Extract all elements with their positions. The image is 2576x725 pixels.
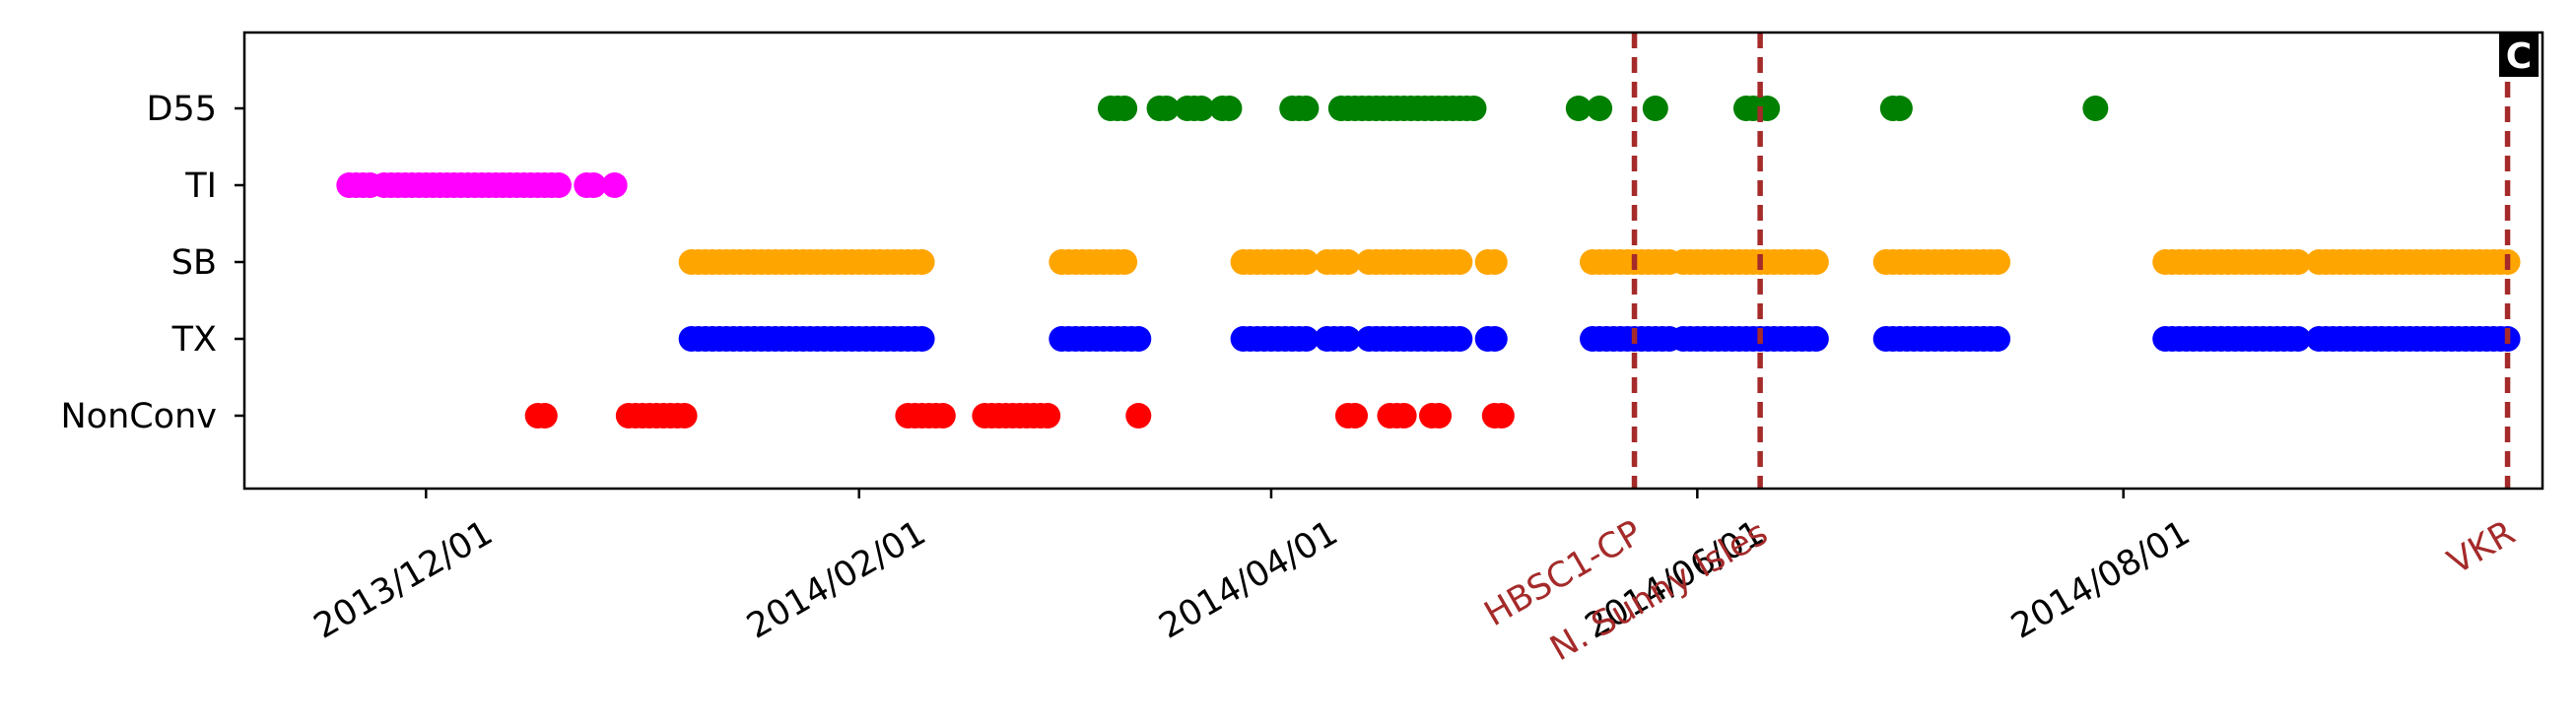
data-point-tx-107 [1802, 326, 1829, 352]
x-tick-label-0: 2013/12/01 [307, 513, 500, 647]
data-point-d55-9 [1216, 96, 1243, 121]
data-point-d55-42 [2082, 96, 2109, 121]
data-point-d55-2 [1112, 96, 1138, 121]
x-tick-label-1: 2014/02/01 [741, 513, 933, 647]
data-point-nonconv-16 [929, 403, 956, 428]
x-axis: 2013/12/01 2014/02/01 2014/04/01 2014/06/01… [307, 489, 2197, 647]
data-point-tx-55 [1293, 326, 1320, 352]
data-point-nonconv-10 [671, 403, 698, 428]
event-lines [1631, 33, 2511, 489]
y-axis: D55 TI SB TX NonConv [60, 90, 244, 436]
plot-frame [242, 31, 2544, 491]
event-labels: HBSC1-CPN. Sunny Isles VKR [1478, 513, 2522, 669]
y-tick-label-sb: SB [171, 243, 217, 283]
data-point-tx-75 [1481, 326, 1508, 352]
data-point-tx-144 [2284, 326, 2311, 352]
y-tick-label-nonconv: NonConv [60, 397, 217, 436]
data-point-ti-31 [580, 172, 607, 198]
data-point-sb-142 [2284, 249, 2311, 275]
y-tick-label-ti: TI [184, 166, 217, 206]
data-point-d55-32 [1460, 96, 1487, 121]
data-points [336, 96, 2521, 428]
data-point-d55-4 [1153, 96, 1180, 121]
data-point-ti-32 [601, 172, 628, 198]
y-tick-label-tx: TX [171, 320, 217, 360]
data-point-d55-41 [1886, 96, 1913, 121]
event-label-2: VKR [2441, 513, 2522, 582]
data-point-nonconv-29 [1342, 403, 1369, 428]
data-point-sb-33 [909, 249, 935, 275]
data-point-sb-53 [1293, 249, 1320, 275]
data-point-tx-124 [1985, 326, 2011, 352]
data-point-d55-34 [1587, 96, 1613, 121]
data-point-sb-122 [1985, 249, 2011, 275]
data-point-d55-35 [1642, 96, 1668, 121]
data-point-nonconv-32 [1390, 403, 1417, 428]
data-point-sb-43 [1112, 249, 1138, 275]
data-point-sb-57 [1334, 249, 1361, 275]
data-point-d55-33 [1565, 96, 1592, 121]
data-point-sb-71 [1447, 249, 1473, 275]
data-point-sb-105 [1802, 249, 1829, 275]
data-point-tx-45 [1125, 326, 1152, 352]
data-point-ti-29 [545, 172, 572, 198]
x-tick-label-4: 2014/08/01 [2005, 513, 2198, 647]
data-point-d55-12 [1293, 96, 1320, 121]
data-point-nonconv-27 [1125, 403, 1152, 428]
data-point-nonconv-1 [531, 403, 558, 428]
data-point-nonconv-36 [1488, 403, 1515, 428]
panel-badge: C [2499, 33, 2539, 77]
data-point-nonconv-34 [1426, 403, 1453, 428]
x-tick-label-2: 2014/04/01 [1153, 513, 1345, 647]
data-point-sb-73 [1481, 249, 1508, 275]
event-label-1: N. Sunny Isles [1544, 513, 1775, 669]
panel-label: C [2506, 36, 2532, 77]
data-point-d55-7 [1188, 96, 1215, 121]
data-point-tx-33 [909, 326, 935, 352]
data-point-nonconv-26 [1035, 403, 1061, 428]
data-point-tx-73 [1447, 326, 1473, 352]
data-point-tx-59 [1334, 326, 1361, 352]
y-tick-label-d55: D55 [147, 90, 218, 129]
